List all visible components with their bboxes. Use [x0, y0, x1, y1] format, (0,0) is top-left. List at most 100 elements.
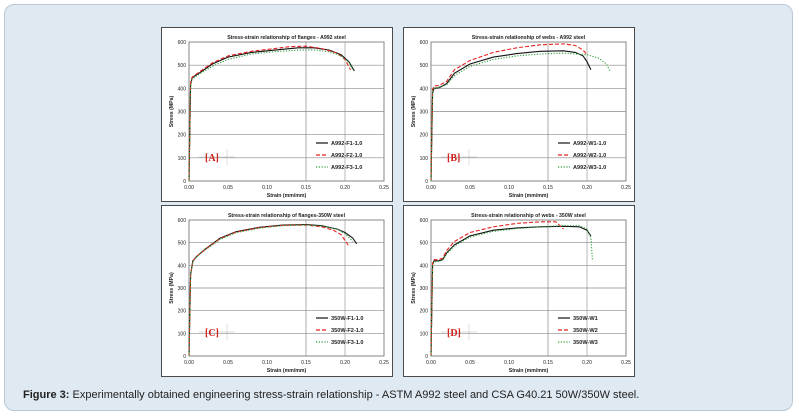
x-tick-label: 0.00	[426, 360, 436, 366]
y-tick-label: 0	[425, 179, 428, 185]
caption-label: Figure 3:	[23, 389, 70, 401]
x-tick-label: 0.15	[543, 185, 553, 191]
y-tick-label: 400	[420, 86, 429, 92]
chart-c-svg: 0 100 200 300 400 500 600 0.00 0.05 0.10 0.15 0.20 0…	[169, 213, 389, 374]
x-tick-label: 0.00	[184, 185, 194, 191]
chart-panel-a: 0 100 200 300 400 500 600 0.00 0.05 0.10 0.15 0.20 0…	[161, 27, 393, 202]
x-tick-label: 0.20	[582, 185, 592, 191]
legend-entry: 350W-W1	[573, 316, 598, 322]
y-tick-label: 600	[178, 40, 187, 46]
y-tick-label: 100	[420, 331, 429, 337]
series-line-350W-W3	[430, 225, 594, 357]
chart-d-svg: 0 100 200 300 400 500 600 0.00 0.05 0.10 0.15 0.20 0…	[411, 213, 631, 374]
legend-entry: 350W-F2-1.0	[331, 328, 364, 334]
chart-title: Stress-strain relationship of webs - 350…	[471, 213, 586, 219]
y-tick-label: 100	[178, 156, 187, 162]
chart-title: Stress-strain relationship of webs - A99…	[472, 35, 586, 41]
x-tick-label: 0.10	[262, 360, 272, 366]
series-line-350W-W2	[430, 221, 564, 357]
y-tick-label: 0	[183, 354, 186, 360]
x-tick-label: 0.10	[504, 185, 514, 191]
y-tick-label: 0	[183, 179, 186, 185]
x-tick-label: 0.00	[426, 185, 436, 191]
y-axis-label: Stress (MPa)	[411, 272, 417, 304]
x-axis-label: Strain (mm/mm)	[509, 368, 549, 374]
legend-entry: A992-W2-1.0	[573, 153, 606, 159]
legend-entry: A992-F2-1.0	[331, 153, 362, 159]
panel-tag: [B]	[447, 153, 460, 164]
y-tick-label: 300	[420, 286, 429, 292]
x-axis-label: Strain (mm/mm)	[267, 368, 307, 374]
y-tick-label: 500	[420, 241, 429, 247]
y-tick-label: 600	[178, 218, 187, 224]
x-tick-label: 0.00	[184, 360, 194, 366]
y-tick-label: 200	[178, 309, 187, 315]
x-tick-label: 0.25	[621, 185, 631, 191]
legend-entry: A992-F1-1.0	[331, 141, 362, 147]
y-tick-label: 500	[178, 241, 187, 247]
x-tick-label: 0.20	[582, 360, 592, 366]
x-tick-label: 0.10	[262, 185, 272, 191]
x-tick-label: 0.05	[465, 185, 475, 191]
x-tick-label: 0.05	[223, 360, 233, 366]
y-tick-label: 100	[420, 156, 429, 162]
x-tick-label: 0.25	[379, 360, 389, 366]
x-tick-label: 0.15	[301, 185, 311, 191]
x-tick-label: 0.10	[504, 360, 514, 366]
y-tick-label: 500	[420, 63, 429, 69]
chart-panel-c: 0 100 200 300 400 500 600 0.00 0.05 0.10 0.15 0.20 0…	[161, 205, 393, 377]
x-tick-label: 0.15	[301, 360, 311, 366]
legend-entry: 350W-F1-1.0	[331, 316, 364, 322]
series-line-350W-F3-1.0	[188, 224, 354, 357]
y-axis-label: Stress (MPa)	[169, 272, 175, 304]
legend-entry: A992-W1-1.0	[573, 141, 606, 147]
series-line-A992-W2-1.0	[430, 43, 588, 182]
series-line-A992-F1-1.0	[188, 47, 355, 182]
figure-caption: Figure 3: Experimentally obtained engine…	[23, 389, 783, 401]
x-tick-label: 0.25	[379, 185, 389, 191]
y-tick-label: 500	[178, 63, 187, 69]
y-tick-label: 400	[178, 86, 187, 92]
y-tick-label: 200	[420, 309, 429, 315]
chart-b-svg: 0 100 200 300 400 500 600 0.00 0.05 0.10 0.15 0.20 0…	[411, 35, 631, 199]
chart-panel-b: 0 100 200 300 400 500 600 0.00 0.05 0.10 0.15 0.20 0…	[403, 27, 635, 202]
chart-a-svg: 0 100 200 300 400 500 600 0.00 0.05 0.10 0.15 0.20 0…	[169, 35, 389, 199]
y-tick-label: 300	[178, 286, 187, 292]
chart-title: Stress-strain relationship of flanges-35…	[228, 213, 346, 219]
x-axis-label: Strain (mm/mm)	[267, 193, 307, 199]
x-tick-label: 0.05	[223, 185, 233, 191]
y-tick-label: 300	[178, 110, 187, 116]
x-tick-label: 0.25	[621, 360, 631, 366]
panel-tag: [D]	[447, 328, 461, 339]
x-axis-label: Strain (mm/mm)	[509, 193, 549, 199]
chart-title: Stress-strain relationship of flanges - …	[227, 35, 346, 41]
x-tick-label: 0.05	[465, 360, 475, 366]
chart-panel-d: 0 100 200 300 400 500 600 0.00 0.05 0.10 0.15 0.20 0…	[403, 205, 635, 377]
y-tick-label: 100	[178, 331, 187, 337]
legend-entry: A992-W3-1.0	[573, 165, 606, 171]
x-tick-label: 0.20	[340, 360, 350, 366]
y-axis-label: Stress (MPa)	[169, 96, 175, 128]
y-tick-label: 300	[420, 110, 429, 116]
panel-tag: [C]	[205, 328, 219, 339]
y-tick-label: 200	[420, 133, 429, 139]
y-tick-label: 600	[420, 40, 429, 46]
y-tick-label: 200	[178, 133, 187, 139]
x-tick-label: 0.20	[340, 185, 350, 191]
series-line-A992-W1-1.0	[430, 50, 592, 182]
y-axis-label: Stress (MPa)	[411, 96, 417, 128]
x-tick-label: 0.15	[543, 360, 553, 366]
figure-frame: 0 100 200 300 400 500 600 0.00 0.05 0.10 0.15 0.20 0…	[4, 4, 793, 411]
legend-entry: 350W-F3-1.0	[331, 340, 364, 346]
caption-text: Experimentally obtained engineering stre…	[69, 389, 640, 401]
panel-tag: [A]	[205, 153, 219, 164]
series-line-A992-F2-1.0	[188, 45, 351, 182]
legend-entry: A992-F3-1.0	[331, 165, 362, 171]
y-tick-label: 600	[420, 218, 429, 224]
legend-entry: 350W-W2	[573, 328, 598, 334]
series-line-350W-W1	[430, 225, 592, 357]
y-tick-label: 400	[178, 263, 187, 269]
legend-entry: 350W-W3	[573, 340, 598, 346]
y-tick-label: 0	[425, 354, 428, 360]
y-tick-label: 400	[420, 263, 429, 269]
